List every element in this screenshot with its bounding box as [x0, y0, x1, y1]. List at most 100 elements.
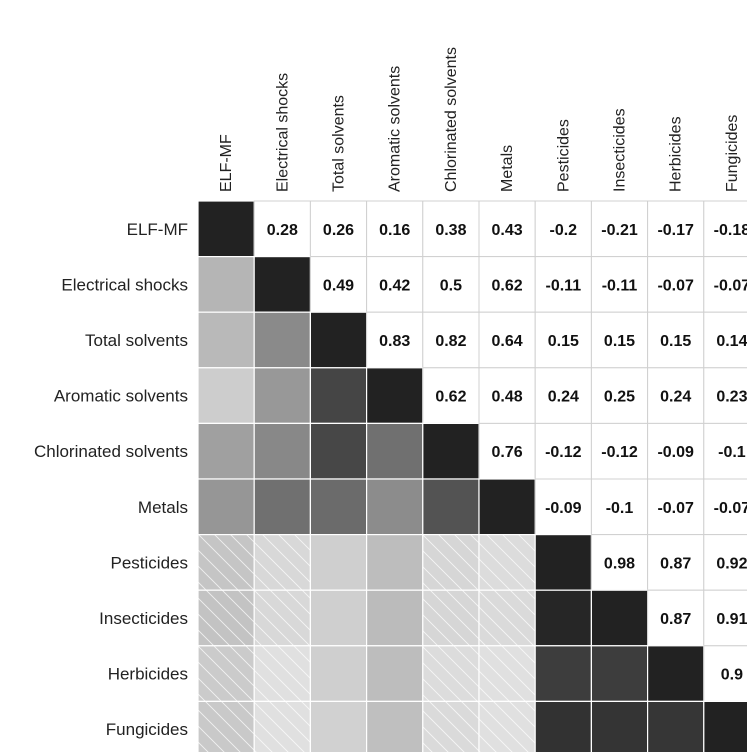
value-label-cell-pesticides-insecticides: 0.98 — [604, 555, 635, 572]
diagonal-cell-herbicides-herbicides — [646, 645, 705, 702]
diagonal-cell-total-solvents-total-solvents — [309, 311, 368, 369]
value-cell-aromatic-solvents-pesticides — [534, 367, 592, 424]
column-label-aromatic-solvents: Aromatic solvents — [387, 66, 404, 192]
value-label-cell-chlorinated-solvents-pesticides: -0.12 — [545, 444, 582, 461]
value-cell-electrical-shocks-fungicides — [703, 256, 747, 313]
value-label-cell-electrical-shocks-fungicides: -0.07 — [714, 277, 747, 294]
value-label-cell-aromatic-solvents-fungicides: 0.23 — [716, 389, 747, 406]
row-label-chlorinated-solvents: Chlorinated solvents — [34, 442, 188, 461]
negative-hatch-cell-fungicides-chlorinated-solvents — [422, 701, 479, 752]
value-label-cell-aromatic-solvents-herbicides: 0.24 — [660, 389, 691, 406]
negative-hatch-cell-pesticides-electrical-shocks — [254, 534, 311, 591]
value-label-cell-chlorinated-solvents-fungicides: -0.1 — [718, 444, 746, 461]
row-label-elf-mf: ELF-MF — [127, 220, 188, 239]
value-cell-insecticides-herbicides — [647, 589, 705, 647]
value-label-cell-total-solvents-pesticides: 0.15 — [548, 333, 579, 350]
value-label-cell-elf-mf-fungicides: -0.18 — [714, 222, 747, 239]
shaded-cell-aromatic-solvents-total-solvents — [309, 367, 368, 424]
matrix-cells: 0.28 0.26 0.16 0.38 0.43 -0.2 -0.21 -0.17 -0.18 0… — [197, 200, 747, 752]
value-cell-metals-herbicides — [647, 478, 705, 536]
value-label-cell-aromatic-solvents-chlorinated-solvents: 0.62 — [435, 389, 466, 406]
diagonal-cell-aromatic-solvents-aromatic-solvents — [366, 367, 424, 424]
shaded-cell-fungicides-total-solvents — [309, 700, 368, 752]
shaded-cell-fungicides-aromatic-solvents — [366, 700, 424, 752]
row-label-pesticides: Pesticides — [111, 553, 188, 572]
value-label-cell-electrical-shocks-pesticides: -0.11 — [546, 277, 582, 294]
negative-hatch-cell-insecticides-elf-mf — [198, 590, 255, 646]
negative-hatch-cell-fungicides-elf-mf — [198, 701, 255, 752]
value-cell-total-solvents-metals — [478, 311, 536, 369]
value-cell-electrical-shocks-total-solvents — [309, 256, 368, 313]
value-label-cell-total-solvents-metals: 0.64 — [492, 333, 523, 350]
row-label-herbicides: Herbicides — [108, 665, 188, 684]
column-label-fungicides: Fungicides — [724, 115, 741, 192]
value-cell-total-solvents-pesticides — [534, 311, 592, 369]
value-label-cell-elf-mf-pesticides: -0.2 — [550, 222, 578, 239]
value-label-cell-insecticides-fungicides: 0.91 — [716, 611, 747, 628]
shaded-cell-chlorinated-solvents-total-solvents — [309, 422, 368, 480]
value-label-cell-aromatic-solvents-insecticides: 0.25 — [604, 389, 635, 406]
shaded-cell-fungicides-pesticides — [534, 700, 593, 752]
shaded-cell-herbicides-insecticides — [590, 645, 649, 702]
value-label-cell-elf-mf-electrical-shocks: 0.28 — [267, 222, 298, 239]
diagonal-cell-elf-mf-elf-mf — [197, 200, 255, 258]
value-label-cell-total-solvents-insecticides: 0.15 — [604, 333, 635, 350]
negative-hatch-cell-fungicides-electrical-shocks — [254, 701, 311, 752]
value-cell-metals-fungicides — [703, 478, 747, 536]
shaded-cell-insecticides-total-solvents — [309, 589, 368, 647]
value-label-cell-aromatic-solvents-metals: 0.48 — [492, 389, 523, 406]
value-label-cell-chlorinated-solvents-metals: 0.76 — [492, 444, 523, 461]
value-label-cell-electrical-shocks-aromatic-solvents: 0.42 — [379, 277, 410, 294]
value-label-cell-electrical-shocks-herbicides: -0.07 — [657, 277, 694, 294]
value-cell-metals-pesticides — [534, 478, 592, 536]
diagonal-cell-electrical-shocks-electrical-shocks — [253, 256, 311, 313]
value-cell-elf-mf-herbicides — [647, 200, 705, 258]
value-cell-total-solvents-aromatic-solvents — [366, 311, 424, 369]
value-label-cell-pesticides-herbicides: 0.87 — [660, 555, 691, 572]
negative-hatch-cell-pesticides-elf-mf — [198, 534, 255, 591]
value-label-cell-aromatic-solvents-pesticides: 0.24 — [548, 389, 579, 406]
value-cell-electrical-shocks-aromatic-solvents — [366, 256, 424, 313]
column-label-herbicides: Herbicides — [668, 116, 685, 192]
shaded-cell-chlorinated-solvents-electrical-shocks — [253, 422, 311, 480]
shaded-cell-electrical-shocks-elf-mf — [197, 256, 255, 313]
diagonal-cell-pesticides-pesticides — [534, 533, 593, 591]
shaded-cell-fungicides-insecticides — [590, 700, 649, 752]
value-label-cell-herbicides-fungicides: 0.9 — [721, 667, 743, 684]
value-cell-electrical-shocks-chlorinated-solvents — [422, 256, 480, 313]
value-label-cell-pesticides-fungicides: 0.92 — [716, 555, 747, 572]
value-label-cell-metals-pesticides: -0.09 — [545, 500, 582, 517]
value-label-cell-metals-herbicides: -0.07 — [657, 500, 694, 517]
shaded-cell-pesticides-aromatic-solvents — [366, 533, 424, 591]
shaded-cell-metals-electrical-shocks — [253, 478, 311, 536]
shaded-cell-herbicides-pesticides — [534, 645, 593, 702]
column-labels: ELF-MF Electrical shocks Total solvents Aro… — [218, 47, 741, 192]
negative-hatch-cell-herbicides-elf-mf — [198, 645, 255, 702]
value-cell-elf-mf-total-solvents — [309, 200, 368, 258]
shaded-cell-metals-aromatic-solvents — [366, 478, 424, 536]
shaded-cell-insecticides-aromatic-solvents — [366, 589, 424, 647]
shaded-cell-chlorinated-solvents-elf-mf — [197, 422, 255, 480]
negative-hatch-cell-herbicides-metals — [479, 645, 536, 702]
value-label-cell-total-solvents-fungicides: 0.14 — [716, 333, 747, 350]
value-label-cell-total-solvents-aromatic-solvents: 0.83 — [379, 333, 410, 350]
row-label-metals: Metals — [138, 498, 188, 517]
value-cell-herbicides-fungicides — [703, 645, 747, 702]
shaded-cell-metals-elf-mf — [197, 478, 255, 536]
value-label-cell-chlorinated-solvents-insecticides: -0.12 — [601, 444, 638, 461]
value-cell-chlorinated-solvents-fungicides — [703, 422, 747, 480]
column-label-chlorinated-solvents: Chlorinated solvents — [443, 47, 460, 192]
row-label-aromatic-solvents: Aromatic solvents — [54, 387, 188, 406]
shaded-cell-fungicides-herbicides — [646, 700, 705, 752]
column-label-pesticides: Pesticides — [555, 119, 572, 192]
value-label-cell-electrical-shocks-total-solvents: 0.49 — [323, 277, 354, 294]
value-label-cell-electrical-shocks-insecticides: -0.11 — [602, 277, 638, 294]
shaded-cell-metals-total-solvents — [309, 478, 368, 536]
negative-hatch-cell-pesticides-chlorinated-solvents — [422, 534, 479, 591]
shaded-cell-total-solvents-elf-mf — [197, 311, 255, 369]
column-label-total-solvents: Total solvents — [331, 95, 348, 192]
negative-hatch-cell-insecticides-chlorinated-solvents — [422, 590, 479, 646]
value-cell-elf-mf-pesticides — [534, 200, 592, 258]
value-cell-chlorinated-solvents-metals — [478, 422, 536, 480]
negative-hatch-cell-fungicides-metals — [479, 701, 536, 752]
